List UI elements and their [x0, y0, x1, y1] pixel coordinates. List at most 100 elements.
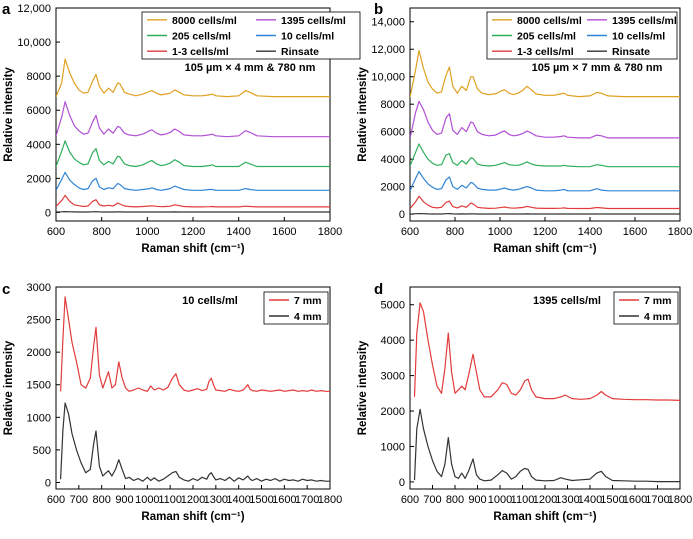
x-tick-label: 1400	[578, 494, 602, 506]
annotation: 105 µm × 7 mm & 780 nm	[532, 62, 663, 74]
y-tick-label: 2000	[27, 173, 51, 185]
x-tick-label: 1200	[533, 494, 557, 506]
series-line-1-3-cells-ml	[56, 194, 330, 208]
y-axis-label: Relative intensity	[357, 67, 369, 162]
x-tick-label: 1000	[488, 494, 512, 506]
series-line-4-mm	[413, 408, 680, 483]
annotation: 1395 cells/ml	[533, 295, 601, 307]
panel-label: d	[374, 281, 383, 298]
x-tick-label: 1100	[158, 494, 182, 506]
x-tick-label: 1400	[578, 226, 602, 238]
x-tick-label: 1600	[623, 494, 647, 506]
y-tick-label: 0	[45, 207, 51, 219]
y-tick-label: 2500	[27, 315, 51, 327]
y-axis-label: Relative intensity	[3, 340, 15, 435]
series-line-7-mm	[413, 302, 680, 401]
x-tick-label: 1200	[181, 226, 205, 238]
panel-a: a 600 800 1000 1200 1400 1600 1800 0 2000 4000 6000…	[2, 1, 361, 255]
y-tick-label: 5000	[381, 300, 405, 312]
x-axis-label: Raman shift (cm⁻¹)	[493, 243, 596, 255]
y-tick-label: 10,000	[17, 37, 51, 49]
y-tick-label: 3000	[27, 282, 51, 294]
x-tick-label: 1600	[272, 494, 296, 506]
series-line-10-cells-ml	[410, 170, 680, 192]
annotation: 10 cells/ml	[182, 295, 238, 307]
x-tick-label: 900	[468, 494, 486, 506]
legend-label: 8000 cells/ml	[517, 15, 582, 27]
legend-label: 1395 cells/ml	[612, 15, 677, 27]
x-tick-label: 1200	[533, 226, 557, 238]
x-tick-label: 1700	[295, 494, 319, 506]
legend-label: 7 mm	[644, 295, 671, 307]
legend-label: 205 cells/ml	[517, 31, 576, 43]
x-tick-label: 800	[92, 226, 110, 238]
x-tick-label: 600	[401, 226, 419, 238]
y-tick-label: 2000	[27, 347, 51, 359]
y-tick-label: 10,000	[371, 72, 405, 84]
legend-label: 10 cells/ml	[281, 31, 334, 43]
y-tick-label: 0	[399, 209, 405, 221]
series-line-205-cells-ml	[56, 140, 330, 168]
series-line-205-cells-ml	[410, 143, 680, 168]
series-line-7-mm	[60, 296, 330, 392]
x-tick-label: 1200	[181, 494, 205, 506]
x-tick-label: 600	[401, 494, 419, 506]
legend-label: 1-3 cells/ml	[517, 46, 574, 58]
y-tick-label: 2000	[381, 182, 405, 194]
x-tick-label: 700	[70, 494, 88, 506]
y-tick-label: 12,000	[17, 3, 51, 15]
series-line-8000-cells-ml	[56, 58, 330, 98]
annotation: 105 µm × 4 mm & 780 nm	[185, 62, 316, 74]
x-tick-label: 800	[446, 494, 464, 506]
series-line-1395-cells-ml	[56, 101, 330, 138]
y-tick-label: 1000	[381, 441, 405, 453]
y-tick-label: 1000	[27, 412, 51, 424]
x-tick-label: 1800	[318, 494, 342, 506]
series-line-8000-cells-ml	[410, 49, 680, 98]
x-tick-label: 1400	[226, 494, 250, 506]
y-tick-label: 4000	[27, 139, 51, 151]
legend-label: 8000 cells/ml	[172, 15, 237, 27]
y-tick-label: 4000	[381, 335, 405, 347]
x-tick-label: 800	[92, 494, 110, 506]
panel-label: c	[2, 281, 10, 298]
x-tick-label: 1700	[645, 494, 669, 506]
panel-b: b 600 800 1000 1200 1400 1600 1800 0 2000 4000 6000…	[357, 1, 692, 255]
x-axis-label: Raman shift (cm⁻¹)	[141, 243, 244, 255]
x-tick-label: 1000	[488, 226, 512, 238]
legend-label: Rinsate	[612, 46, 650, 58]
y-axis-label: Relative intensity	[357, 340, 369, 435]
x-tick-label: 1600	[623, 226, 647, 238]
x-tick-label: 900	[115, 494, 133, 506]
legend-label: 7 mm	[294, 295, 321, 307]
legend-label: Rinsate	[281, 46, 319, 58]
series-line-1-3-cells-ml	[410, 195, 680, 210]
legend-label: 1395 cells/ml	[281, 15, 346, 27]
y-tick-label: 4000	[381, 154, 405, 166]
x-tick-label: 1100	[511, 494, 535, 506]
x-tick-label: 1500	[600, 494, 624, 506]
panel-label: b	[374, 1, 383, 18]
series-line-10-cells-ml	[56, 171, 330, 191]
y-tick-label: 6000	[27, 105, 51, 117]
y-tick-label: 1500	[27, 380, 51, 392]
series-line-1395-cells-ml	[410, 100, 680, 139]
x-tick-label: 600	[47, 494, 65, 506]
x-tick-label: 1000	[135, 494, 159, 506]
x-axis-label: Raman shift (cm⁻¹)	[141, 511, 244, 523]
x-axis-label: Raman shift (cm⁻¹)	[493, 511, 596, 523]
panel-label: a	[2, 1, 11, 18]
y-tick-label: 0	[399, 477, 405, 489]
y-tick-label: 12,000	[371, 44, 405, 56]
y-tick-label: 8000	[381, 99, 405, 111]
y-tick-label: 6000	[381, 127, 405, 139]
y-tick-label: 500	[33, 445, 51, 457]
series-line-rinsate	[410, 213, 680, 215]
series-line-4-mm	[60, 402, 330, 482]
x-tick-label: 1600	[272, 226, 296, 238]
y-axis-label: Relative intensity	[3, 67, 15, 162]
x-tick-label: 1000	[135, 226, 159, 238]
